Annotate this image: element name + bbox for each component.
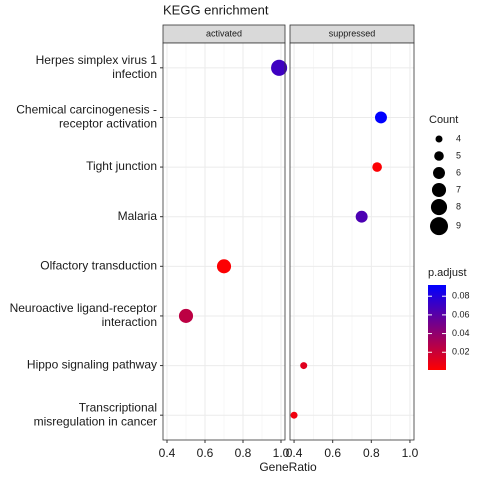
- color-tick-label: 0.08: [452, 291, 470, 301]
- size-legend-dot: [430, 199, 448, 216]
- x-tick-label: 0.4: [286, 446, 303, 460]
- dot: [271, 59, 288, 76]
- y-tick-label: Olfactory transduction: [40, 258, 157, 272]
- dot: [290, 411, 298, 419]
- y-tick-label: Chemical carcinogenesis -: [16, 103, 157, 117]
- x-tick-label: 0.8: [363, 446, 380, 460]
- x-axis-label: GeneRatio: [259, 460, 317, 474]
- color-tick-label: 0.02: [452, 347, 470, 357]
- panel-border: [289, 42, 415, 441]
- color-legend-title: p.adjust: [428, 267, 467, 279]
- y-tick-label: Tight junction: [86, 159, 157, 173]
- size-legend-label: 7: [456, 184, 461, 194]
- size-legend-label: 5: [456, 150, 461, 160]
- size-legend-label: 9: [456, 221, 461, 231]
- y-tick-label: Herpes simplex virus 1: [36, 53, 158, 67]
- color-tick-label: 0.06: [452, 309, 470, 319]
- dot: [372, 162, 382, 172]
- x-tick-label: 1.0: [273, 446, 290, 460]
- y-tick-label: interaction: [102, 315, 157, 329]
- chart-title: KEGG enrichment: [163, 2, 269, 17]
- dot: [178, 308, 194, 323]
- x-tick-label: 0.4: [159, 446, 176, 460]
- y-tick-label: misregulation in cancer: [34, 414, 157, 428]
- dot: [355, 210, 368, 223]
- size-legend-title: Count: [429, 114, 458, 126]
- y-tick-label: infection: [112, 67, 157, 81]
- x-tick-label: 0.8: [235, 446, 252, 460]
- dot: [300, 362, 308, 370]
- size-legend-label: 4: [456, 133, 461, 143]
- size-legend-dot: [431, 182, 447, 198]
- size-legend-dot: [434, 151, 444, 161]
- color-bar: [428, 285, 446, 370]
- facet-label: activated: [206, 28, 242, 38]
- size-legend-label: 6: [456, 167, 461, 177]
- dot: [216, 259, 232, 274]
- x-tick-label: 0.6: [197, 446, 214, 460]
- size-legend-dot: [430, 217, 448, 236]
- y-tick-label: Transcriptional: [79, 400, 157, 414]
- dot: [374, 111, 387, 124]
- size-legend-dot: [433, 167, 445, 179]
- color-tick-label: 0.04: [452, 328, 470, 338]
- y-tick-label: Hippo signaling pathway: [27, 358, 157, 372]
- x-tick-label: 0.6: [324, 446, 341, 460]
- y-tick-label: Neuroactive ligand-receptor: [10, 301, 157, 315]
- size-legend-dot: [435, 135, 443, 143]
- size-legend-label: 8: [456, 201, 461, 211]
- x-tick-label: 1.0: [402, 446, 419, 460]
- y-tick-label: receptor activation: [59, 117, 157, 131]
- panel-border: [162, 42, 286, 441]
- y-tick-label: Malaria: [118, 209, 158, 223]
- facet-label: suppressed: [329, 28, 376, 38]
